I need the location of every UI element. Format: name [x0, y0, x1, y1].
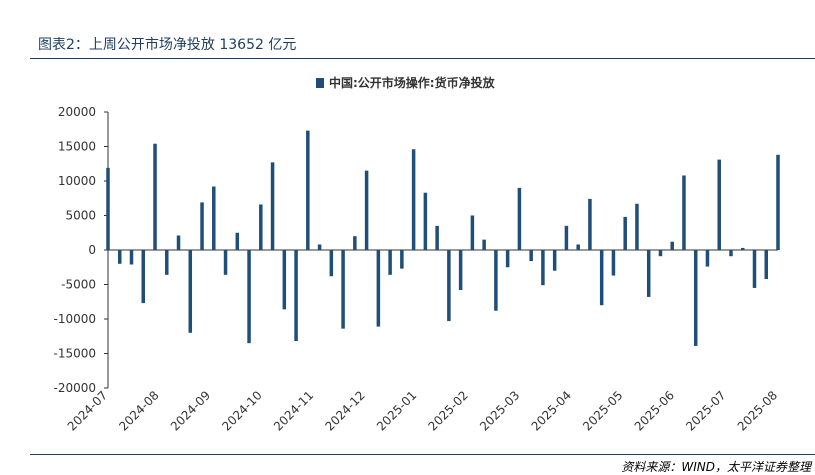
bar-series	[106, 130, 780, 346]
bar	[458, 250, 463, 291]
bar	[188, 250, 193, 333]
bar	[764, 250, 768, 279]
x-axis: 2024-07 2024-08 2024-09 2024-10 2024-11 2024-…	[65, 249, 780, 434]
x-tick-label: 2024-08	[116, 388, 161, 433]
x-tick-label: 2024-07	[65, 388, 110, 433]
bar	[658, 250, 663, 257]
y-tick-label: -15000	[53, 347, 96, 361]
y-tick-label: 20000	[58, 105, 96, 119]
bar	[247, 250, 251, 344]
bar	[294, 250, 298, 342]
x-tick-label: 2025-08	[735, 388, 780, 433]
chart-figure-title: 图表2：上周公开市场净投放 13652 亿元	[38, 37, 297, 53]
x-tick-label: 2024-09	[168, 388, 213, 433]
y-tick-label: 10000	[58, 174, 96, 188]
source-note: 资料来源：WIND，太平洋证券整理	[621, 460, 811, 474]
x-tick-label: 2025-06	[632, 388, 677, 433]
bar	[423, 192, 428, 250]
y-tick-label: 5000	[65, 209, 96, 223]
bar	[317, 244, 322, 250]
x-tick-label: 2025-01	[374, 388, 419, 433]
x-tick-label: 2024-10	[219, 388, 264, 433]
bar	[635, 203, 639, 250]
bar	[153, 143, 157, 250]
bar	[435, 225, 439, 250]
bar	[306, 130, 310, 250]
bar	[329, 250, 334, 277]
bar	[341, 250, 345, 329]
bar	[552, 250, 557, 271]
bar	[212, 186, 216, 250]
bar	[693, 250, 698, 346]
y-tick-label: 0	[88, 243, 96, 257]
bar	[599, 250, 604, 306]
bar	[564, 225, 569, 250]
x-tick-label: 2025-03	[477, 388, 522, 433]
bar	[494, 250, 498, 311]
bar	[200, 202, 204, 250]
bar	[270, 162, 275, 250]
bar	[670, 241, 674, 250]
bar	[623, 216, 627, 250]
title-divider	[30, 58, 815, 59]
bar	[165, 250, 169, 275]
bar	[353, 236, 357, 250]
bar	[282, 250, 287, 310]
footer-divider	[30, 454, 815, 455]
legend-label: 中国:公开市场操作:货币净投放	[329, 75, 496, 90]
x-tick-label: 2024-12	[322, 388, 367, 433]
bar	[223, 250, 228, 275]
bar	[729, 250, 733, 257]
bar	[447, 250, 451, 322]
legend: 中国:公开市场操作:货币净投放	[316, 75, 496, 90]
bar	[106, 167, 110, 250]
bar	[517, 187, 522, 250]
bar	[752, 250, 757, 288]
bar	[541, 250, 545, 286]
bar	[235, 232, 240, 250]
bar	[505, 250, 510, 268]
net-injection-chart: 中国:公开市场操作:货币净投放 20000 15000 10000 5000 0 -500…	[53, 75, 780, 434]
bar	[129, 250, 134, 265]
y-tick-label: -10000	[53, 312, 96, 326]
bar	[141, 250, 146, 304]
y-tick-label: -20000	[53, 381, 96, 395]
bar	[588, 198, 592, 250]
bar	[611, 250, 616, 276]
y-tick-label: -5000	[61, 278, 96, 292]
x-tick-label: 2025-02	[426, 388, 471, 433]
bar	[482, 239, 486, 250]
bar	[411, 149, 416, 250]
bar	[576, 244, 580, 250]
bar	[776, 154, 780, 250]
y-axis: 20000 15000 10000 5000 0 -5000 -10000 -15000 -20…	[53, 105, 109, 395]
bar	[400, 250, 404, 269]
bar	[388, 250, 392, 275]
bar	[646, 250, 651, 297]
x-tick-label: 2025-07	[683, 388, 728, 433]
legend-swatch	[316, 78, 324, 88]
bar	[529, 250, 533, 262]
bar	[259, 204, 263, 250]
bar	[717, 159, 721, 250]
y-tick-label: 15000	[58, 140, 96, 154]
bar	[176, 235, 181, 250]
bar	[705, 250, 710, 267]
bar	[470, 215, 475, 250]
x-tick-label: 2025-05	[580, 388, 625, 433]
bar	[376, 250, 381, 327]
bar	[118, 250, 122, 264]
x-tick-label: 2025-04	[529, 388, 574, 433]
bar	[364, 170, 369, 250]
bar	[740, 247, 745, 250]
bar	[682, 175, 686, 250]
x-tick-label: 2024-11	[271, 388, 316, 433]
